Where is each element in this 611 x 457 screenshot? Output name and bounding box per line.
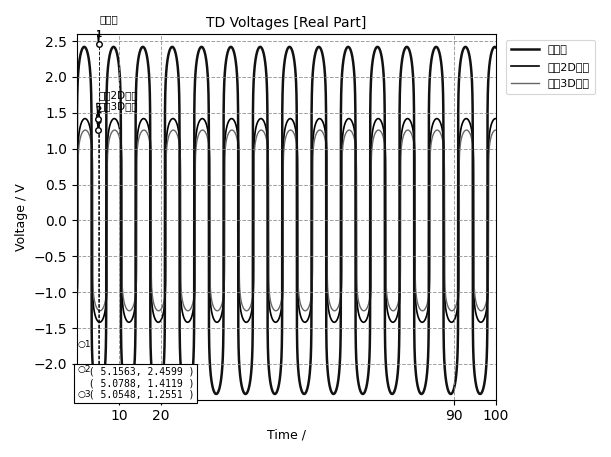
分段2D连接 bbox=[477, 319, 485, 325]
分段3D连接 bbox=[174, 133, 181, 138]
未分段 bbox=[326, 381, 333, 386]
Text: ( 5.1563, 2.4599 )
  ( 5.0788, 1.4119 )
  ( 5.0548, 1.2551 ): ( 5.1563, 2.4599 ) ( 5.0788, 1.4119 ) ( … bbox=[77, 367, 194, 400]
Line: 分段2D连接: 分段2D连接 bbox=[77, 118, 496, 322]
Line: 未分段: 未分段 bbox=[77, 47, 496, 394]
Text: 未分段: 未分段 bbox=[100, 15, 119, 25]
Text: 1: 1 bbox=[95, 30, 101, 39]
Text: ○2: ○2 bbox=[78, 365, 91, 374]
分段3D连接 bbox=[101, 298, 109, 303]
Text: ○1: ○1 bbox=[78, 340, 91, 349]
Text: 3: 3 bbox=[95, 117, 101, 126]
未分段 bbox=[101, 358, 109, 363]
Text: 分段2D连接: 分段2D连接 bbox=[99, 90, 139, 100]
分段2D连接 bbox=[101, 307, 109, 312]
X-axis label: Time /: Time / bbox=[267, 429, 306, 442]
分段3D连接 bbox=[492, 128, 499, 133]
分段3D连接 bbox=[233, 137, 241, 143]
未分段 bbox=[233, 78, 241, 83]
未分段 bbox=[477, 391, 484, 397]
Text: ○3: ○3 bbox=[78, 390, 91, 399]
未分段 bbox=[301, 391, 308, 397]
分段2D连接 bbox=[492, 116, 499, 122]
Text: 2: 2 bbox=[95, 106, 101, 115]
分段2D连接 bbox=[73, 299, 81, 304]
未分段 bbox=[73, 218, 81, 223]
分段2D连接 bbox=[233, 129, 241, 134]
Line: 分段3D连接: 分段3D连接 bbox=[77, 130, 496, 311]
分段3D连接 bbox=[477, 308, 485, 314]
未分段 bbox=[492, 45, 499, 50]
分段3D连接 bbox=[384, 298, 392, 304]
未分段 bbox=[491, 44, 499, 50]
分段2D连接 bbox=[301, 319, 308, 325]
分段2D连接 bbox=[384, 310, 392, 316]
Legend: 未分段, 分段2D连接, 分段3D连接: 未分段, 分段2D连接, 分段3D连接 bbox=[505, 39, 596, 94]
分段2D连接 bbox=[174, 123, 181, 129]
分段3D连接 bbox=[73, 292, 81, 298]
分段2D连接 bbox=[492, 116, 499, 121]
Text: 分段3D连接: 分段3D连接 bbox=[99, 101, 138, 111]
未分段 bbox=[384, 380, 392, 386]
分段3D连接 bbox=[326, 298, 333, 304]
分段2D连接 bbox=[326, 310, 333, 316]
未分段 bbox=[174, 64, 181, 69]
分段3D连接 bbox=[301, 308, 308, 313]
Title: TD Voltages [Real Part]: TD Voltages [Real Part] bbox=[206, 16, 367, 30]
Y-axis label: Voltage / V: Voltage / V bbox=[15, 183, 28, 251]
